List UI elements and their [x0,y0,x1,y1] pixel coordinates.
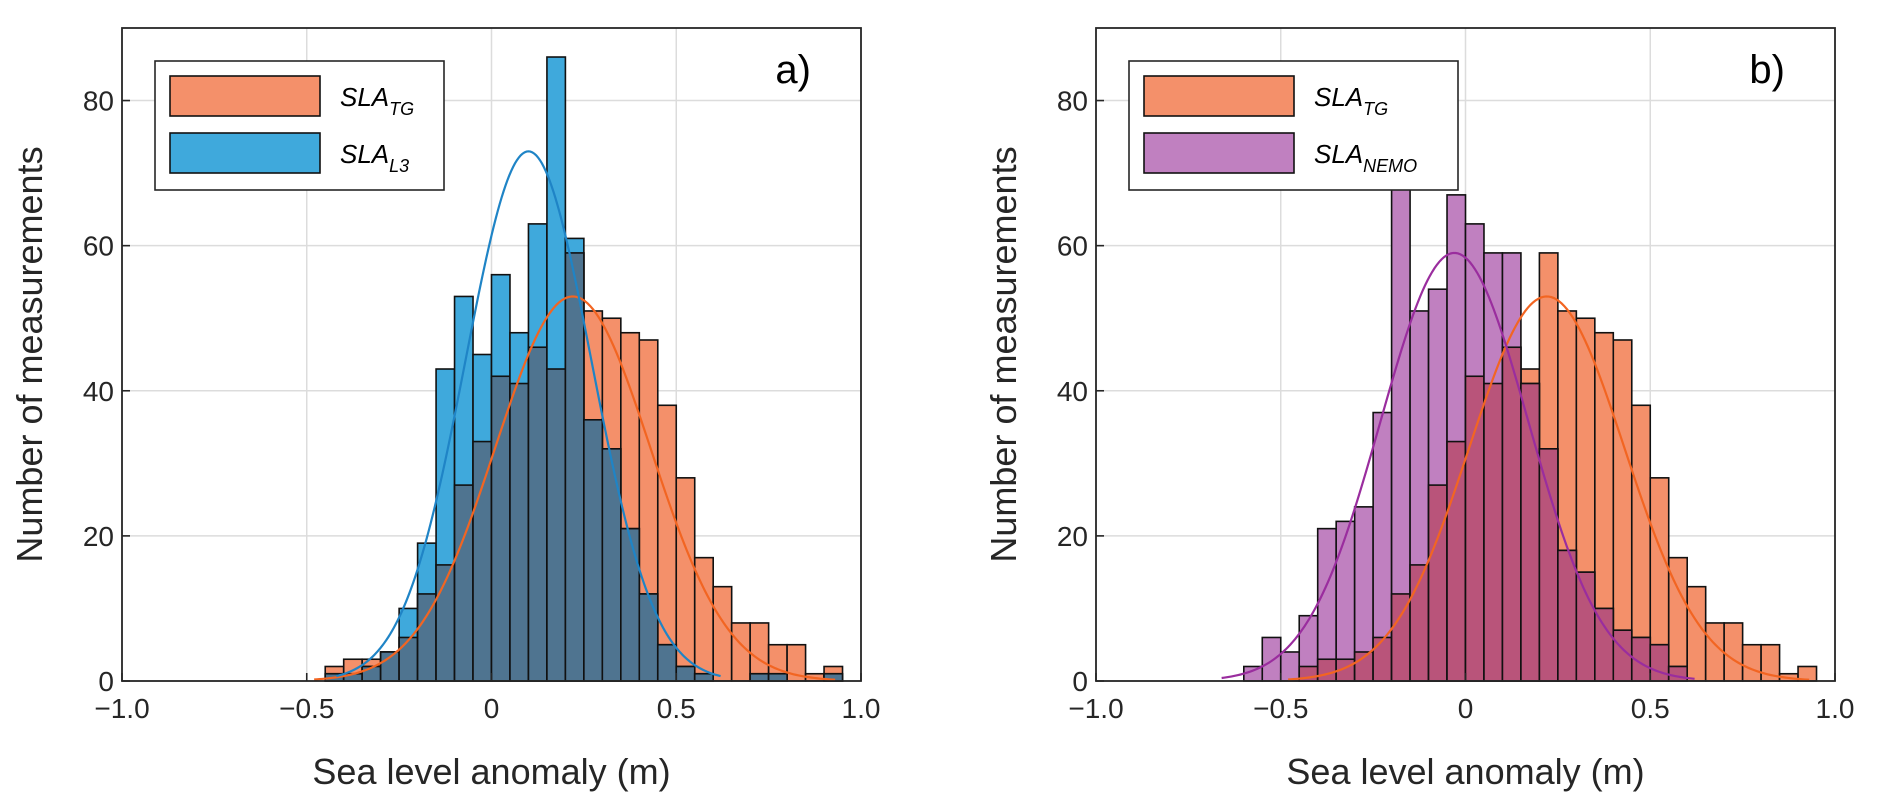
x-tick-label: −0.5 [1253,693,1308,724]
x-tick-label: −1.0 [94,693,149,724]
histogram-bar-overlap [1446,440,1467,682]
x-tick-label: 0 [484,693,500,724]
y-tick-label: 80 [1057,86,1088,117]
histogram-bar-overlap [675,665,696,682]
histogram-bar-nemo [1261,636,1282,682]
legend-swatch [169,75,321,117]
histogram-bar-overlap [638,593,659,682]
histogram-bar-overlap [1594,607,1615,682]
panel-label: a) [775,48,811,92]
y-tick-label: 80 [83,86,114,117]
histogram-bar-tg [656,404,678,682]
legend-swatch [1143,132,1295,174]
x-tick-label: 1.0 [842,693,881,724]
histogram-bar-tg [1741,643,1762,682]
legend-entry-subscript: NEMO [1363,156,1417,176]
y-tick-label: 0 [98,666,114,697]
fit-curve-l3 [336,150,721,678]
histogram-bar-nemo [1316,527,1337,682]
fit-curve-tg [314,295,836,681]
histogram-bar-overlap [1427,484,1448,682]
histogram-bar-nemo [1335,520,1356,682]
histogram-bar-overlap [398,636,419,682]
histogram-bar-tg [1723,622,1744,682]
histogram-bar-overlap [1538,448,1559,682]
legend-entry-subscript: TG [1363,99,1388,119]
legend-entry-subscript: L3 [389,156,409,176]
histogram-bar-overlap [1557,549,1578,682]
histogram-bar-overlap [1667,665,1688,682]
histogram-bar-tg [1686,585,1707,682]
histogram-bar-overlap [1649,643,1670,682]
histogram-bar-overlap [546,368,567,682]
x-tick-label: −1.0 [1068,693,1123,724]
histogram-bar-overlap [656,643,678,682]
y-tick-label: 20 [1057,521,1088,552]
histogram-bar-overlap [1372,636,1393,682]
chart-panel-a: −1.0 −0.5 0 0.5 1.0 0 20 40 60 80 Sea level anomal… [9,27,881,792]
x-axis-label: Sea level anomaly (m) [312,751,670,792]
histogram-bar-overlap [1575,571,1596,682]
histogram-bar-overlap [1501,346,1522,682]
legend-swatch [1143,75,1295,117]
chart-panel-b: −1.0 −0.5 0 0.5 1.0 0 20 40 60 80 Sea level anomal… [983,27,1855,792]
y-tick-label: 40 [1057,376,1088,407]
histogram-bar-overlap [472,440,493,682]
histogram-bar-overlap [1316,658,1337,682]
histogram-bar-overlap [527,346,548,682]
y-tick-label: 0 [1072,666,1088,697]
histogram-bar-overlap [693,672,714,682]
histogram-bar-tg [749,622,770,682]
legend-entry-subscript: TG [389,99,414,119]
histogram-bar-overlap [1390,593,1411,682]
x-tick-label: −0.5 [279,693,334,724]
fit-curve-nemo [1221,251,1695,680]
histogram-bar-overlap [490,375,511,682]
legend-swatch [169,132,321,174]
y-tick-label: 60 [83,231,114,262]
histogram-bar-overlap [749,672,770,682]
x-tick-label: 1.0 [1816,693,1855,724]
histogram-bar-overlap [601,448,622,682]
y-tick-label: 20 [83,521,114,552]
histogram-bar-overlap [1483,382,1504,682]
y-tick-label: 60 [1057,231,1088,262]
x-tick-label: 0.5 [657,693,696,724]
histogram-bar-overlap [767,672,788,682]
y-axis-label: Number of measurements [983,146,1024,562]
x-tick-label: 0.5 [1631,693,1670,724]
histogram-bar-nemo [1279,651,1301,682]
y-axis-label: Number of measurements [9,146,50,562]
histogram-bar-tg [730,622,751,682]
histogram-bar-overlap [620,527,641,682]
histogram-bar-overlap [509,382,530,682]
histogram-bar-tg [712,585,733,682]
histogram-bar-overlap [416,593,437,682]
fit-curve-tg [1288,295,1810,681]
x-tick-label: 0 [1458,693,1474,724]
x-axis-label: Sea level anomaly (m) [1286,751,1644,792]
histogram-bar-overlap [583,418,604,682]
histogram-bar-tg [1704,622,1725,682]
panel-label: b) [1749,48,1785,92]
y-tick-label: 40 [83,376,114,407]
histogram-bar-overlap [453,484,474,682]
histogram-bar-overlap [564,252,585,682]
histogram-bar-overlap [1464,375,1485,682]
